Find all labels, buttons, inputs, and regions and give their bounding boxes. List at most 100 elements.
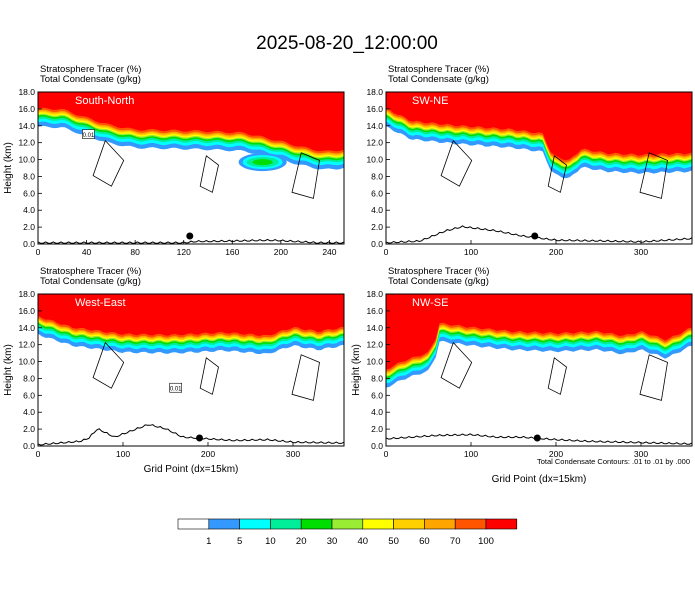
y-tick-label: 4.0 [371, 205, 383, 215]
contour-label-box [82, 129, 95, 139]
y-tick-label: 14.0 [366, 323, 383, 333]
condensate-contour-1 [92, 341, 125, 389]
x-tick-label: 100 [464, 247, 478, 257]
panel-header-tracer: Stratosphere Tracer (%) [40, 64, 141, 75]
colorbar-swatch [454, 518, 487, 530]
y-tick-label: 14.0 [18, 121, 35, 131]
contour-label: 0.01 [170, 387, 182, 393]
x-tick-label: 200 [549, 247, 563, 257]
panel-label: SW-NE [412, 95, 448, 107]
colorbar-swatch [270, 518, 302, 530]
tracer-field [38, 92, 344, 244]
condensate-contour-2 [199, 155, 219, 193]
y-tick-label: 18.0 [366, 289, 383, 299]
y-tick-label: 0.0 [23, 441, 35, 451]
y-tick-label: 8.0 [23, 373, 35, 383]
colorbar-label: 1 [206, 536, 211, 547]
y-tick-label: 4.0 [371, 407, 383, 417]
condensate-contour-2 [547, 357, 567, 395]
x-tick-label: 100 [464, 449, 478, 459]
colorbar-label: 10 [265, 536, 276, 547]
x-tick-label: 300 [634, 449, 648, 459]
tracer-pocket-4 [252, 159, 273, 166]
condensate-contour-3 [291, 152, 320, 199]
panel-label: West-East [75, 297, 126, 309]
y-tick-label: 2.0 [23, 222, 35, 232]
plot-frame [385, 293, 693, 447]
colorbar-swatch [393, 518, 425, 530]
location-marker [186, 232, 194, 240]
y-tick-label: 10.0 [366, 357, 383, 367]
y-tick-label: 14.0 [366, 121, 383, 131]
y-tick-label: 16.0 [18, 104, 35, 114]
y-tick-label: 12.0 [366, 340, 383, 350]
x-tick-label: 160 [225, 247, 239, 257]
y-tick-label: 16.0 [18, 306, 35, 316]
panel-1: 0.01 South-North Stratosphere Tracer (%)To… [3, 64, 345, 257]
x-tick-label: 200 [549, 449, 563, 459]
condensate-contour-3 [639, 152, 668, 199]
location-marker [531, 232, 539, 240]
x-tick-label: 120 [177, 247, 191, 257]
figure-title: 2025-08-20_12:00:00 [256, 33, 438, 54]
panel-header-condensate: Total Condensate (g/kg) [388, 276, 489, 287]
colorbar-label: 60 [419, 536, 430, 547]
plot-frame [37, 91, 345, 245]
x-tick-label: 100 [116, 449, 130, 459]
x-tick-label: 300 [286, 449, 300, 459]
colorbar-label: 5 [237, 536, 242, 547]
x-axis-label: Grid Point (dx=15km) [144, 464, 239, 475]
y-tick-label: 12.0 [18, 138, 35, 148]
y-tick-label: 18.0 [18, 87, 35, 97]
condensate-contour-2 [199, 357, 219, 395]
x-axis-label: Grid Point (dx=15km) [492, 474, 587, 485]
panel-label: South-North [75, 95, 134, 107]
colorbar-label: 70 [450, 536, 461, 547]
plot-frame [385, 91, 693, 245]
panel-header-tracer: Stratosphere Tracer (%) [388, 266, 489, 277]
x-tick-label: 0 [36, 449, 41, 459]
y-tick-label: 0.0 [371, 239, 383, 249]
y-tick-label: 8.0 [23, 171, 35, 181]
y-tick-label: 6.0 [23, 188, 35, 198]
tracer-band-10 [38, 92, 344, 152]
colorbar-swatch [362, 518, 394, 530]
x-tick-label: 80 [130, 247, 140, 257]
x-tick-label: 240 [322, 247, 336, 257]
y-tick-label: 18.0 [366, 87, 383, 97]
y-tick-label: 0.0 [371, 441, 383, 451]
y-tick-label: 6.0 [371, 188, 383, 198]
y-tick-label: 2.0 [23, 424, 35, 434]
plot-frame [37, 293, 345, 447]
colorbar-label: 30 [327, 536, 338, 547]
x-tick-label: 200 [201, 449, 215, 459]
panel-header-condensate: Total Condensate (g/kg) [40, 276, 141, 287]
y-axis-label: Height (km) [3, 344, 14, 396]
colorbar-label: 20 [296, 536, 307, 547]
y-tick-label: 12.0 [366, 138, 383, 148]
y-tick-label: 12.0 [18, 340, 35, 350]
contour-label: 0.01 [83, 133, 95, 139]
location-marker [196, 434, 203, 442]
y-tick-label: 6.0 [371, 390, 383, 400]
tracer-field [38, 294, 344, 446]
location-marker [533, 434, 541, 442]
condensate-contour-2 [547, 155, 567, 193]
y-tick-label: 8.0 [371, 171, 383, 181]
colorbar-swatch [424, 518, 456, 530]
colorbar: 1 5 10 20 30 40 50 60 70 100 [177, 518, 518, 547]
y-tick-label: 14.0 [18, 323, 35, 333]
panel-label: NW-SE [412, 297, 448, 309]
x-tick-label: 0 [36, 247, 41, 257]
contour-label-box [169, 382, 182, 393]
panel-2: SW-NE Stratosphere Tracer (%)Total Conden… [366, 64, 693, 257]
y-tick-label: 0.0 [23, 239, 35, 249]
colorbar-label: 100 [478, 536, 494, 547]
y-tick-label: 16.0 [366, 306, 383, 316]
tracer-band-10 [386, 92, 692, 161]
y-tick-label: 10.0 [18, 357, 35, 367]
colorbar-swatch [208, 518, 240, 530]
y-tick-label: 4.0 [23, 407, 35, 417]
